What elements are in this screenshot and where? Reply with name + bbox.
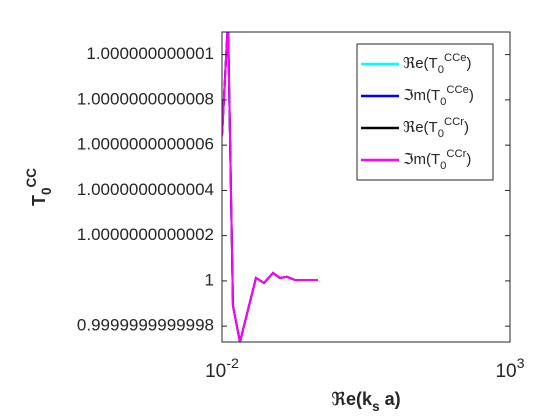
- legend-label: ℜe(T0CCe): [403, 52, 472, 76]
- x-tick-label: 103: [495, 356, 524, 382]
- y-tick-label: 1.000000000001: [86, 44, 214, 63]
- axes-box: [221, 31, 511, 343]
- plot-area: [222, 32, 318, 342]
- legend-label: ℜe(T0CCr): [403, 116, 469, 140]
- y-tick-label: 1.0000000000002: [77, 225, 214, 244]
- y-tick-label: 1.0000000000008: [77, 89, 214, 108]
- y-axis-label: T0CC: [24, 168, 54, 206]
- y-tick-label: 0.9999999999998: [77, 316, 214, 335]
- x-tick-label: 10-2: [205, 356, 239, 382]
- y-tick-label: 1: [205, 270, 214, 289]
- x-axis-label: ℜe(ks a): [331, 389, 400, 414]
- y-tick-label: 1.0000000000006: [77, 135, 214, 154]
- line-series: [222, 32, 318, 342]
- y-tick-label: 1.0000000000004: [77, 180, 214, 199]
- legend-label: ℑm(T0CCe): [403, 84, 474, 108]
- legend-label: ℑm(T0CCr): [403, 148, 471, 172]
- legend-box: [356, 43, 494, 181]
